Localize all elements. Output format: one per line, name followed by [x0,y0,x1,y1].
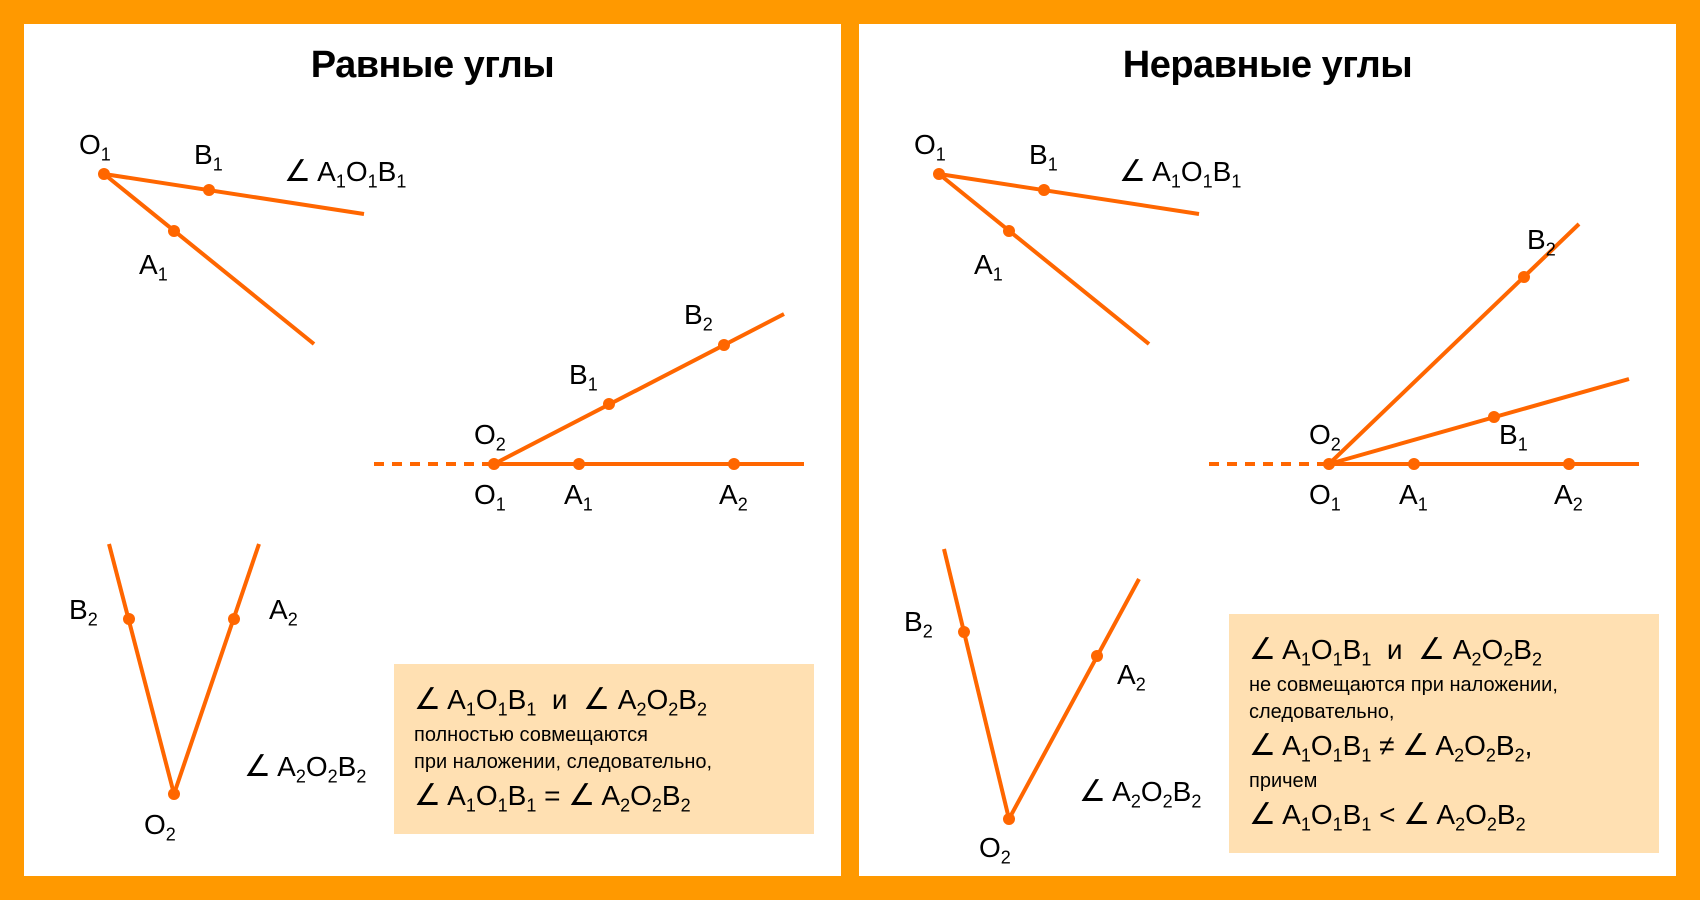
l-a1-dA [168,225,180,237]
lbl-l-ang2: ∠ A2O2B2 [244,749,366,788]
ib-l-line2: полностью совмещаются [414,722,794,749]
l-a1-dB [203,184,215,196]
r-ov-dA2 [1563,458,1575,470]
lbl-l-ov-O1: O1 [474,479,506,516]
l-a2-rayB [109,544,174,794]
lbl-r-ang1: ∠ A1O1B1 [1119,154,1241,193]
lbl-l-B2: B2 [69,594,98,631]
lbl-r-ang2: ∠ A2O2B2 [1079,774,1201,813]
lbl-l-B1: B1 [194,139,223,176]
lbl-l-A1: A1 [139,249,168,286]
lbl-r-ov-B2: B2 [1527,224,1556,261]
ib-r-line1: ∠ A1O1B1 и ∠ A2O2B2 [1249,630,1639,672]
l-a1-vO [98,168,110,180]
l-ov-dB2 [718,339,730,351]
lbl-r-O1: O1 [914,129,946,166]
lbl-l-ov-B1: B1 [569,359,598,396]
ib-r-line3: следовательно, [1249,699,1639,726]
lbl-l-ov-O2: O2 [474,419,506,456]
l-ov-dA1 [573,458,585,470]
l-ov-rayB [494,314,784,464]
r-a2-vO [1003,813,1015,825]
lbl-r-O2: O2 [979,832,1011,869]
r-ov-dB2 [1518,271,1530,283]
diagram-frame: Равные углы O1 A1 B1 [0,0,1700,900]
r-ov-dA1 [1408,458,1420,470]
lbl-l-ov-B2: B2 [684,299,713,336]
ib-l-line1: ∠ A1O1B1 и ∠ A2O2B2 [414,680,794,722]
lbl-r-ov-A1: A1 [1399,479,1428,516]
ib-l-line3: при наложении, следовательно, [414,749,794,776]
r-a1-dB [1038,184,1050,196]
lbl-r-ov-O1: O1 [1309,479,1341,516]
ib-l-line4: ∠ A1O1B1 = ∠ A2O2B2 [414,776,794,818]
lbl-l-ov-A1: A1 [564,479,593,516]
lbl-r-ov-O2: O2 [1309,419,1341,456]
panel-equal-angles: Равные углы O1 A1 B1 [24,24,841,876]
panel-unequal-angles: Неравные углы O1 A1 [859,24,1676,876]
l-ov-dB1 [603,398,615,410]
lbl-r-ov-A2: A2 [1554,479,1583,516]
ib-r-line2: не совмещаются при наложении, [1249,672,1639,699]
ib-r-line5: причем [1249,768,1639,795]
l-a2-dA [228,613,240,625]
l-a2-dB [123,613,135,625]
l-ov-dA2 [728,458,740,470]
lbl-r-B2: B2 [904,606,933,643]
ib-r-line6: ∠ A1O1B1 < ∠ A2O2B2 [1249,795,1639,837]
lbl-r-A1: A1 [974,249,1003,286]
lbl-r-A2: A2 [1117,659,1146,696]
r-ov-vO [1323,458,1335,470]
infobox-right: ∠ A1O1B1 и ∠ A2O2B2 не совмещаются при н… [1229,614,1659,853]
infobox-left: ∠ A1O1B1 и ∠ A2O2B2 полностью совмещаютс… [394,664,814,834]
r-a2-rayB [944,549,1009,819]
l-a2-vO [168,788,180,800]
r-a1-dA [1003,225,1015,237]
lbl-r-ov-B1: B1 [1499,419,1528,456]
lbl-l-O1: O1 [79,129,111,166]
r-a2-dA [1091,650,1103,662]
lbl-l-O2: O2 [144,809,176,846]
r-a1-vO [933,168,945,180]
r-a2-dB [958,626,970,638]
lbl-l-ang1: ∠ A1O1B1 [284,154,406,193]
l-ov-vO [488,458,500,470]
lbl-l-A2: A2 [269,594,298,631]
ib-r-line4: ∠ A1O1B1 ≠ ∠ A2O2B2, [1249,726,1639,768]
lbl-l-ov-A2: A2 [719,479,748,516]
lbl-r-B1: B1 [1029,139,1058,176]
